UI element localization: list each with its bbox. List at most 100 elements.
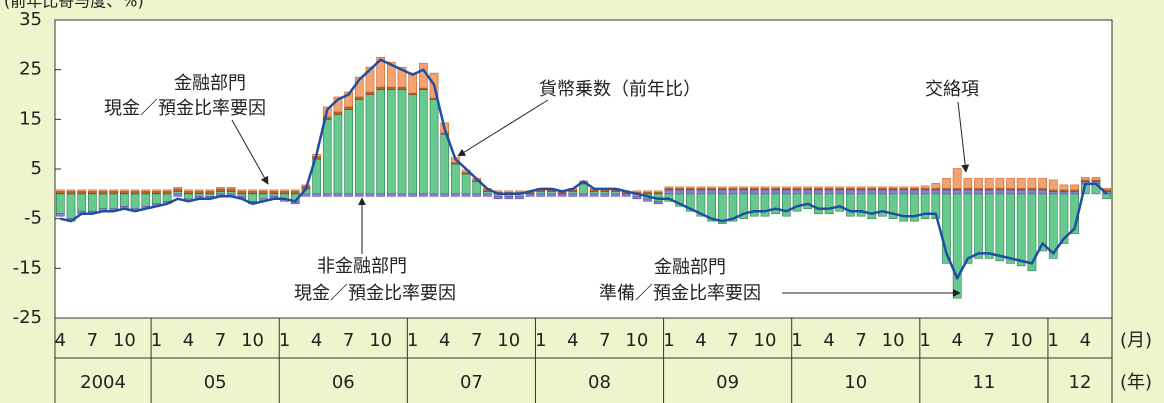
bar <box>269 193 279 197</box>
arrow <box>231 119 269 185</box>
bar <box>248 191 257 195</box>
bar <box>451 163 460 195</box>
bar <box>344 91 353 108</box>
bar <box>141 189 151 192</box>
x-tick-label: 7 <box>471 330 482 351</box>
bar <box>515 190 524 193</box>
bar <box>472 193 482 197</box>
bar <box>504 196 514 200</box>
bar <box>782 189 791 195</box>
bar <box>707 189 716 195</box>
x-tick-label: 10 <box>1010 330 1033 351</box>
bar <box>814 186 823 189</box>
bar <box>749 189 759 195</box>
bar <box>600 191 610 195</box>
bar <box>878 186 887 189</box>
x-tick-label: 7 <box>983 330 994 351</box>
bar <box>451 193 460 197</box>
bar <box>1070 191 1079 195</box>
bar <box>621 193 631 197</box>
bar <box>55 193 65 214</box>
bar <box>354 193 364 197</box>
bar <box>707 186 716 189</box>
x-tick-label: 4 <box>55 330 66 351</box>
x-tick-label: 1 <box>1048 330 1059 351</box>
bar <box>1038 178 1047 189</box>
bar <box>1059 184 1069 191</box>
bar <box>675 189 684 195</box>
bar <box>846 186 855 189</box>
bar <box>685 186 695 189</box>
bar <box>216 191 225 195</box>
bar <box>354 99 364 195</box>
bar <box>88 193 97 212</box>
bar <box>867 189 877 195</box>
year-label: 06 <box>332 372 355 393</box>
bar <box>376 56 385 88</box>
bar <box>109 189 119 192</box>
bar <box>386 86 396 90</box>
bar <box>418 193 428 197</box>
bar <box>557 193 567 197</box>
bar <box>942 178 951 189</box>
bar <box>974 178 983 189</box>
bar <box>55 189 65 192</box>
x-tick-label: 10 <box>625 330 648 351</box>
bar <box>194 189 204 192</box>
x-tick-label: 4 <box>439 330 450 351</box>
bar <box>664 186 674 189</box>
x-tick-label: 1 <box>407 330 418 351</box>
x-tick-label: 4 <box>311 330 322 351</box>
bar <box>995 193 1005 262</box>
x-tick-label: 4 <box>951 330 962 351</box>
year-label: 2004 <box>80 372 126 393</box>
bar <box>322 119 332 195</box>
bar <box>194 193 204 197</box>
bar <box>1080 177 1090 181</box>
bar <box>408 193 418 197</box>
bar <box>579 193 588 197</box>
bar <box>322 193 332 197</box>
bar <box>536 191 546 195</box>
year-label: 09 <box>716 372 739 393</box>
bar <box>77 193 87 212</box>
bar <box>1016 178 1026 189</box>
bar <box>429 193 439 197</box>
bar <box>643 198 652 202</box>
bar <box>312 193 321 197</box>
bar <box>333 114 343 195</box>
bar <box>568 191 578 195</box>
bar <box>984 178 994 189</box>
bar <box>205 193 215 197</box>
bar <box>365 91 375 95</box>
bar <box>461 173 471 195</box>
bar <box>803 193 813 210</box>
bar <box>226 187 236 190</box>
bar <box>824 186 834 189</box>
bar <box>333 193 343 197</box>
y-tick-label: 35 <box>19 9 42 30</box>
x-tick-label: 1 <box>535 330 546 351</box>
bar <box>483 193 492 197</box>
bar <box>536 193 546 197</box>
bar <box>782 186 791 189</box>
bar <box>931 189 941 195</box>
bar <box>440 133 450 195</box>
bar <box>333 111 343 115</box>
bar <box>728 189 738 195</box>
bar <box>611 193 620 197</box>
bar <box>1006 178 1015 189</box>
x-tick-label: 10 <box>241 330 264 351</box>
bar <box>1059 191 1069 195</box>
x-unit-year: (年) <box>1120 372 1152 393</box>
annotation: 現金／預金比率要因 <box>104 98 266 119</box>
bar <box>1006 193 1015 264</box>
bar <box>771 189 781 195</box>
bar <box>162 193 172 202</box>
bar <box>440 193 450 197</box>
bar <box>280 191 289 195</box>
bar <box>888 186 898 189</box>
bar <box>120 191 129 195</box>
bar <box>248 189 257 192</box>
